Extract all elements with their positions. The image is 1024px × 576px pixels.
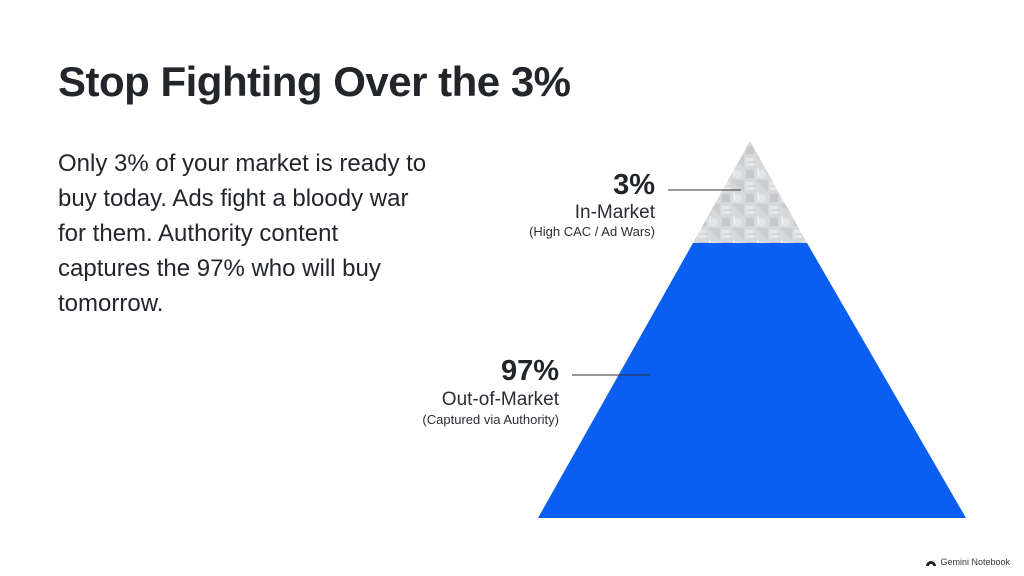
slide-body-text: Only 3% of your market is ready to buy t…: [58, 150, 427, 317]
slide-title: Stop Fighting Over the 3%: [58, 58, 571, 105]
pyramid-bottom-tier: [538, 243, 966, 518]
notebook-logo-icon: [926, 560, 937, 566]
footer-brand-label: Gemini Notebook: [940, 557, 1010, 567]
top-tier-percent: 3%: [613, 169, 655, 201]
top-tier-name: In-Market: [575, 202, 656, 223]
footer-brand: Gemini Notebook: [926, 557, 1010, 567]
bottom-tier-percent: 97%: [501, 355, 559, 387]
bottom-tier-name: Out-of-Market: [442, 389, 560, 410]
bottom-tier-subtitle: (Captured via Authority): [422, 412, 559, 427]
top-tier-subtitle: (High CAC / Ad Wars): [529, 224, 655, 239]
pyramid-top-tier: [693, 141, 807, 243]
